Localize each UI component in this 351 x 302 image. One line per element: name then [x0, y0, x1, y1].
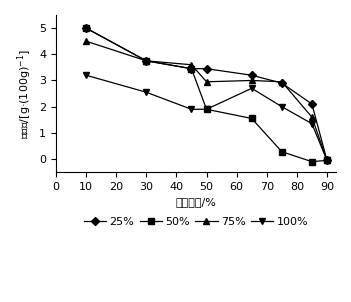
- 75%: [280, 80, 284, 84]
- 50%: [190, 67, 194, 70]
- 100%: [325, 159, 329, 162]
- 100%: [144, 90, 148, 94]
- 50%: [204, 108, 208, 111]
- 75%: [204, 80, 208, 84]
- 25%: [144, 59, 148, 63]
- 25%: [84, 26, 88, 30]
- 25%: [250, 73, 254, 77]
- Line: 25%: 25%: [83, 25, 330, 163]
- 75%: [310, 115, 314, 119]
- 100%: [84, 73, 88, 77]
- 75%: [250, 79, 254, 82]
- 25%: [310, 102, 314, 106]
- 50%: [310, 160, 314, 163]
- 100%: [190, 108, 194, 111]
- 100%: [250, 86, 254, 90]
- 25%: [280, 81, 284, 85]
- 25%: [325, 159, 329, 162]
- 100%: [310, 122, 314, 126]
- 50%: [280, 150, 284, 153]
- Line: 75%: 75%: [82, 38, 330, 164]
- 50%: [325, 159, 329, 162]
- 50%: [144, 59, 148, 63]
- Y-axis label: 放湿量/[g·(100g)$^{-1}$]: 放湿量/[g·(100g)$^{-1}$]: [15, 49, 34, 139]
- Line: 50%: 50%: [83, 25, 330, 164]
- 100%: [280, 105, 284, 108]
- 75%: [325, 159, 329, 162]
- 75%: [144, 59, 148, 63]
- 50%: [250, 117, 254, 120]
- X-axis label: 相对湿度/%: 相对湿度/%: [176, 198, 217, 207]
- Line: 100%: 100%: [82, 72, 330, 164]
- 25%: [190, 67, 194, 70]
- 100%: [204, 108, 208, 111]
- 25%: [204, 67, 208, 70]
- 75%: [190, 63, 194, 66]
- 50%: [84, 26, 88, 30]
- 75%: [84, 39, 88, 43]
- Legend: 25%, 50%, 75%, 100%: 25%, 50%, 75%, 100%: [79, 212, 313, 231]
